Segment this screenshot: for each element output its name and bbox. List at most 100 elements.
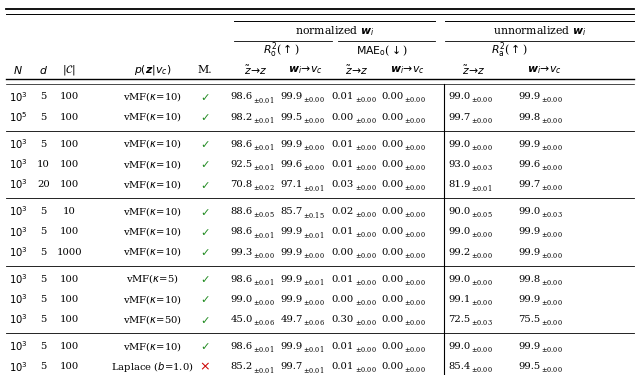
Text: 99.5: 99.5: [518, 362, 541, 371]
Text: 98.6: 98.6: [230, 274, 253, 284]
Text: $\pm$0.00: $\pm$0.00: [355, 116, 376, 124]
Text: 0.01: 0.01: [332, 274, 354, 284]
Text: 0.01: 0.01: [332, 92, 354, 101]
Text: $\checkmark$: $\checkmark$: [200, 112, 209, 122]
Text: $10^3$: $10^3$: [8, 245, 28, 259]
Text: 99.6: 99.6: [518, 160, 541, 169]
Text: 0.01: 0.01: [332, 160, 354, 169]
Text: $\pm$0.00: $\pm$0.00: [404, 278, 426, 286]
Text: $\pm$0.00: $\pm$0.00: [355, 298, 376, 307]
Text: 0.00: 0.00: [381, 342, 404, 351]
Text: $\tilde{z}\!\to\!z$: $\tilde{z}\!\to\!z$: [244, 64, 268, 76]
Text: $\pm$0.00: $\pm$0.00: [303, 163, 325, 172]
Text: $\pm$0.01: $\pm$0.01: [303, 365, 324, 375]
Text: 0.02: 0.02: [332, 207, 354, 216]
Text: 99.0: 99.0: [448, 227, 470, 236]
Text: $\tilde{z}\!\to\!z$: $\tilde{z}\!\to\!z$: [462, 64, 485, 76]
Text: $\pm$0.00: $\pm$0.00: [303, 95, 325, 104]
Text: $|\mathcal{C}|$: $|\mathcal{C}|$: [62, 63, 76, 77]
Text: $\pm$0.00: $\pm$0.00: [355, 95, 376, 104]
Text: $\pm$0.00: $\pm$0.00: [541, 345, 563, 354]
Text: vMF($\kappa$=50): vMF($\kappa$=50): [123, 313, 182, 326]
Text: 92.5: 92.5: [230, 160, 253, 169]
Text: $\mathrm{MAE}_\mathrm{o}$($\downarrow$): $\mathrm{MAE}_\mathrm{o}$($\downarrow$): [356, 44, 408, 58]
Text: $\checkmark$: $\checkmark$: [200, 315, 209, 324]
Text: $10^3$: $10^3$: [8, 340, 28, 353]
Text: 49.7: 49.7: [280, 315, 303, 324]
Text: $\pm$0.00: $\pm$0.00: [404, 95, 426, 104]
Text: $10^3$: $10^3$: [8, 205, 28, 218]
Text: $\pm$0.01: $\pm$0.01: [303, 230, 324, 240]
Text: 99.9: 99.9: [518, 248, 541, 256]
Text: 99.9: 99.9: [518, 140, 541, 148]
Text: 0.01: 0.01: [332, 342, 354, 351]
Text: 0.00: 0.00: [381, 140, 404, 148]
Text: 0.00: 0.00: [381, 227, 404, 236]
Text: 5: 5: [40, 140, 47, 148]
Text: $\pm$0.01: $\pm$0.01: [253, 142, 275, 152]
Text: $\pm$0.00: $\pm$0.00: [404, 183, 426, 192]
Text: 99.8: 99.8: [518, 112, 541, 122]
Text: 81.9: 81.9: [448, 180, 470, 189]
Text: 0.30: 0.30: [332, 315, 354, 324]
Text: 99.7: 99.7: [518, 180, 541, 189]
Text: 98.6: 98.6: [230, 92, 253, 101]
Text: $\boldsymbol{w}_i\!\to\!v_c$: $\boldsymbol{w}_i\!\to\!v_c$: [289, 64, 323, 76]
Text: 99.9: 99.9: [280, 92, 303, 101]
Text: $\checkmark$: $\checkmark$: [200, 294, 209, 304]
Text: 5: 5: [40, 248, 47, 256]
Text: 99.9: 99.9: [518, 92, 541, 101]
Text: $\pm$0.00: $\pm$0.00: [404, 163, 426, 172]
Text: 100: 100: [60, 92, 79, 101]
Text: 0.01: 0.01: [332, 227, 354, 236]
Text: $\pm$0.01: $\pm$0.01: [253, 162, 275, 172]
Text: $\pm$0.00: $\pm$0.00: [404, 298, 426, 307]
Text: 100: 100: [60, 140, 79, 148]
Text: 5: 5: [40, 92, 47, 101]
Text: 99.9: 99.9: [280, 295, 303, 304]
Text: $\pm$0.00: $\pm$0.00: [541, 230, 563, 239]
Text: $\checkmark$: $\checkmark$: [200, 342, 209, 351]
Text: $\pm$0.00: $\pm$0.00: [404, 142, 426, 152]
Text: 0.00: 0.00: [381, 92, 404, 101]
Text: 85.4: 85.4: [448, 362, 470, 371]
Text: 5: 5: [40, 315, 47, 324]
Text: $\pm$0.00: $\pm$0.00: [355, 230, 376, 239]
Text: 10: 10: [63, 207, 76, 216]
Text: 100: 100: [60, 160, 79, 169]
Text: Laplace ($b$=1.0): Laplace ($b$=1.0): [111, 360, 194, 374]
Text: $\pm$0.01: $\pm$0.01: [253, 230, 275, 240]
Text: 99.9: 99.9: [280, 274, 303, 284]
Text: $\pm$0.05: $\pm$0.05: [253, 210, 275, 219]
Text: $\pm$0.00: $\pm$0.00: [471, 95, 493, 104]
Text: 0.00: 0.00: [332, 248, 354, 256]
Text: $\boldsymbol{w}_i\!\to\!v_c$: $\boldsymbol{w}_i\!\to\!v_c$: [527, 64, 561, 76]
Text: vMF($\kappa$=10): vMF($\kappa$=10): [123, 138, 182, 150]
Text: $\pm$0.00: $\pm$0.00: [541, 142, 563, 152]
Text: $\checkmark$: $\checkmark$: [200, 139, 209, 149]
Text: 0.00: 0.00: [332, 112, 354, 122]
Text: $\pm$0.00: $\pm$0.00: [541, 278, 563, 286]
Text: $\pm$0.00: $\pm$0.00: [303, 298, 325, 307]
Text: 99.9: 99.9: [280, 248, 303, 256]
Text: 0.00: 0.00: [381, 362, 404, 371]
Text: $\pm$0.00: $\pm$0.00: [355, 183, 376, 192]
Text: $\pm$0.00: $\pm$0.00: [253, 251, 275, 260]
Text: 5: 5: [40, 342, 47, 351]
Text: vMF($\kappa$=10): vMF($\kappa$=10): [123, 246, 182, 258]
Text: $\checkmark$: $\checkmark$: [200, 180, 209, 189]
Text: $\pm$0.00: $\pm$0.00: [541, 298, 563, 307]
Text: 99.3: 99.3: [230, 248, 253, 256]
Text: $\pm$0.00: $\pm$0.00: [355, 142, 376, 152]
Text: 75.5: 75.5: [518, 315, 541, 324]
Text: $\pm$0.00: $\pm$0.00: [303, 116, 325, 124]
Text: $\pm$0.01: $\pm$0.01: [253, 115, 275, 125]
Text: $\pm$0.05: $\pm$0.05: [471, 210, 493, 219]
Text: vMF($\kappa$=10): vMF($\kappa$=10): [123, 205, 182, 218]
Text: 99.5: 99.5: [280, 112, 303, 122]
Text: vMF($\kappa$=10): vMF($\kappa$=10): [123, 178, 182, 191]
Text: $\pm$0.01: $\pm$0.01: [471, 183, 492, 192]
Text: $\checkmark$: $\checkmark$: [200, 274, 209, 284]
Text: $\pm$0.00: $\pm$0.00: [541, 163, 563, 172]
Text: $\pm$0.00: $\pm$0.00: [404, 230, 426, 239]
